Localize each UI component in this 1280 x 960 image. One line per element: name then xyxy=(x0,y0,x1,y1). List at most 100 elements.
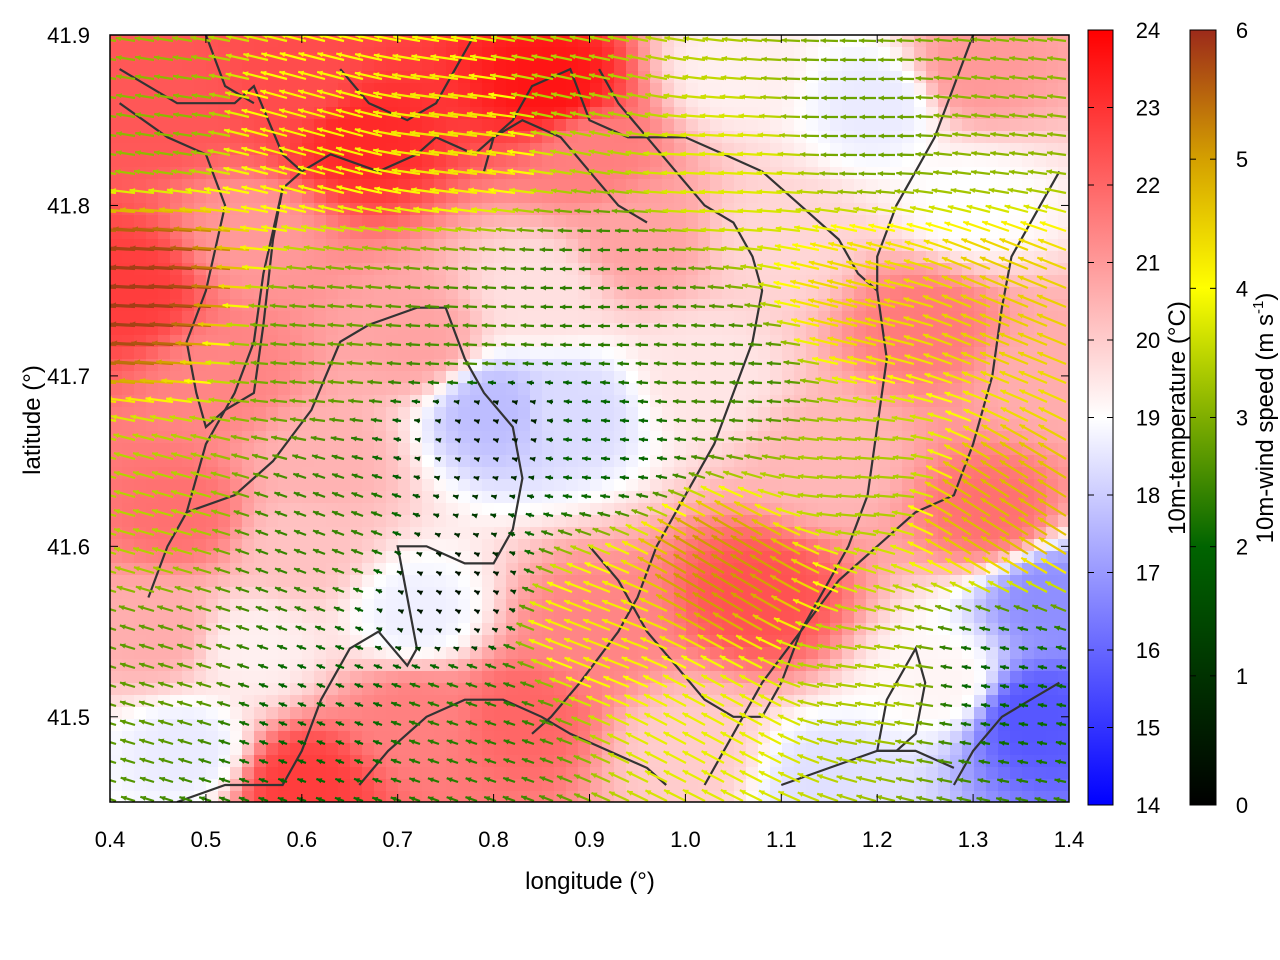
heatmap-cell xyxy=(482,359,495,372)
heatmap-cell xyxy=(710,311,723,324)
heatmap-cell xyxy=(170,575,183,588)
heatmap-cell xyxy=(794,443,807,456)
heatmap-cell xyxy=(746,143,759,156)
heatmap-cell xyxy=(722,59,735,72)
heatmap-cell xyxy=(362,83,375,96)
heatmap-cell xyxy=(602,479,615,492)
heatmap-cell xyxy=(590,443,603,456)
heatmap-cell xyxy=(434,731,447,744)
heatmap-cell xyxy=(146,635,159,648)
heatmap-cell xyxy=(806,71,819,84)
heatmap-cell xyxy=(422,251,435,264)
heatmap-cell xyxy=(650,107,663,120)
heatmap-cell xyxy=(1046,635,1059,648)
heatmap-cell xyxy=(842,83,855,96)
heatmap-cell xyxy=(398,683,411,696)
heatmap-cell xyxy=(386,767,399,780)
heatmap-cell xyxy=(158,215,171,228)
heatmap-cell xyxy=(590,311,603,324)
heatmap-cell xyxy=(542,431,555,444)
heatmap-cell xyxy=(482,515,495,528)
heatmap-cell xyxy=(446,479,459,492)
heatmap-cell xyxy=(902,575,915,588)
heatmap-cell xyxy=(362,587,375,600)
heatmap-cell xyxy=(578,431,591,444)
heatmap-cell xyxy=(974,35,987,48)
heatmap-cell xyxy=(1022,611,1035,624)
heatmap-cell xyxy=(290,191,303,204)
heatmap-cell xyxy=(482,611,495,624)
heatmap-cell xyxy=(866,515,879,528)
heatmap-cell xyxy=(854,119,867,132)
heatmap-cell xyxy=(122,515,135,528)
heatmap-cell xyxy=(242,635,255,648)
heatmap-cell xyxy=(122,179,135,192)
heatmap-cell xyxy=(554,779,567,792)
heatmap-cell xyxy=(674,443,687,456)
heatmap-cell xyxy=(926,671,939,684)
heatmap-cell xyxy=(170,671,183,684)
heatmap-cell xyxy=(266,311,279,324)
heatmap-cell xyxy=(386,347,399,360)
heatmap-cell xyxy=(242,155,255,168)
heatmap-cell xyxy=(1046,59,1059,72)
heatmap-cell xyxy=(254,575,267,588)
heatmap-cell xyxy=(722,719,735,732)
heatmap-cell xyxy=(470,539,483,552)
heatmap-cell xyxy=(566,347,579,360)
heatmap-cell xyxy=(230,179,243,192)
heatmap-cell xyxy=(194,83,207,96)
heatmap-cell xyxy=(950,707,963,720)
heatmap-cell xyxy=(578,347,591,360)
heatmap-cell xyxy=(686,407,699,420)
heatmap-cell xyxy=(854,143,867,156)
heatmap-cell xyxy=(542,479,555,492)
heatmap-cell xyxy=(194,575,207,588)
heatmap-cell xyxy=(422,635,435,648)
heatmap-cell xyxy=(794,707,807,720)
heatmap-cell xyxy=(566,275,579,288)
heatmap-cell xyxy=(578,443,591,456)
heatmap-cell xyxy=(194,215,207,228)
heatmap-cell xyxy=(542,299,555,312)
heatmap-cell xyxy=(746,119,759,132)
heatmap-cell xyxy=(302,311,315,324)
heatmap-cell xyxy=(650,431,663,444)
heatmap-cell xyxy=(494,443,507,456)
heatmap-cell xyxy=(1046,47,1059,60)
heatmap-cell xyxy=(338,287,351,300)
heatmap-cell xyxy=(374,95,387,108)
heatmap-cell xyxy=(398,671,411,684)
heatmap-cell xyxy=(638,251,651,264)
heatmap-cell xyxy=(206,347,219,360)
heatmap-cell xyxy=(866,383,879,396)
heatmap-cell xyxy=(782,179,795,192)
heatmap-cell xyxy=(122,359,135,372)
heatmap-cell xyxy=(398,707,411,720)
heatmap-cell xyxy=(134,647,147,660)
heatmap-cell xyxy=(170,191,183,204)
heatmap-cell xyxy=(1046,119,1059,132)
heatmap-cell xyxy=(566,119,579,132)
heatmap-cell xyxy=(506,299,519,312)
heatmap-cell xyxy=(158,119,171,132)
heatmap-cell xyxy=(458,119,471,132)
heatmap-cell xyxy=(254,251,267,264)
heatmap-cell xyxy=(302,515,315,528)
heatmap-cell xyxy=(602,95,615,108)
heatmap-cell xyxy=(926,83,939,96)
heatmap-cell xyxy=(434,167,447,180)
heatmap-cell xyxy=(194,623,207,636)
heatmap-cell xyxy=(182,251,195,264)
heatmap-cell xyxy=(170,743,183,756)
heatmap-cell xyxy=(398,755,411,768)
heatmap-cell xyxy=(806,143,819,156)
heatmap-cell xyxy=(602,443,615,456)
heatmap-cell xyxy=(386,707,399,720)
heatmap-cell xyxy=(314,359,327,372)
heatmap-cell xyxy=(242,575,255,588)
heatmap-cell xyxy=(290,623,303,636)
heatmap-cell xyxy=(1034,671,1047,684)
heatmap-cell xyxy=(662,215,675,228)
